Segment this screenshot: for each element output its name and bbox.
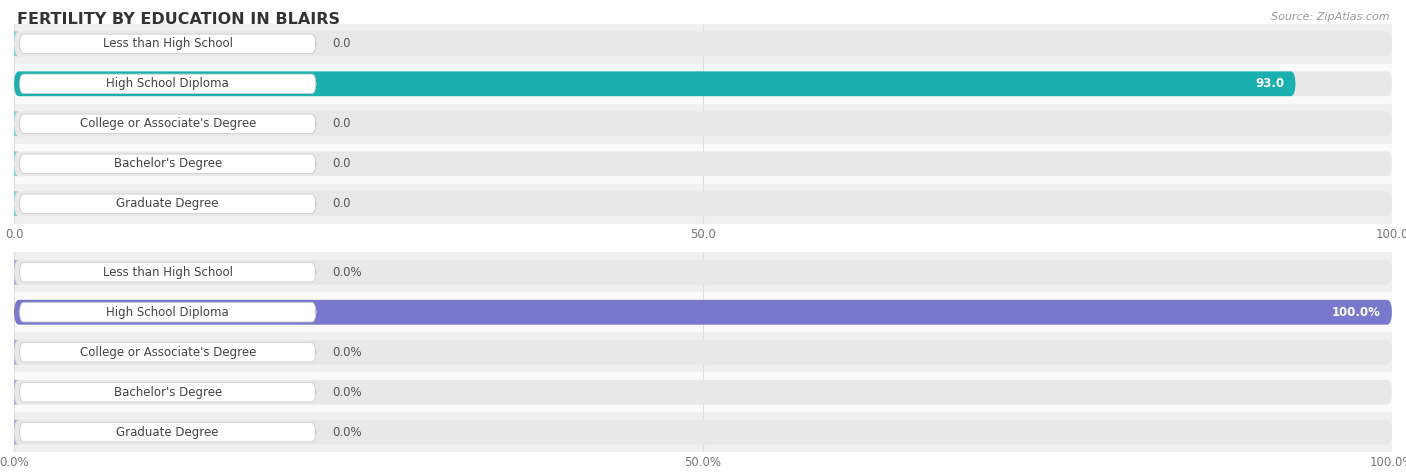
Text: High School Diploma: High School Diploma	[107, 77, 229, 90]
FancyBboxPatch shape	[10, 380, 18, 405]
FancyBboxPatch shape	[14, 111, 1392, 136]
Text: Source: ZipAtlas.com: Source: ZipAtlas.com	[1271, 12, 1389, 22]
FancyBboxPatch shape	[14, 191, 1392, 216]
Text: Less than High School: Less than High School	[103, 266, 233, 279]
FancyBboxPatch shape	[20, 114, 316, 133]
Text: 0.0%: 0.0%	[332, 426, 361, 439]
Text: Less than High School: Less than High School	[103, 37, 233, 50]
Text: 0.0: 0.0	[332, 117, 352, 130]
Text: 0.0%: 0.0%	[332, 346, 361, 359]
Text: Bachelor's Degree: Bachelor's Degree	[114, 386, 222, 399]
FancyBboxPatch shape	[14, 71, 1295, 96]
Text: 100.0%: 100.0%	[1331, 306, 1381, 319]
Bar	[14, 372, 1392, 412]
Text: 0.0: 0.0	[332, 37, 352, 50]
Text: 93.0: 93.0	[1256, 77, 1285, 90]
Bar	[14, 24, 1392, 64]
FancyBboxPatch shape	[20, 34, 316, 53]
Bar	[14, 252, 1392, 292]
FancyBboxPatch shape	[10, 420, 18, 445]
FancyBboxPatch shape	[14, 71, 1392, 96]
Text: Graduate Degree: Graduate Degree	[117, 197, 219, 210]
Text: College or Associate's Degree: College or Associate's Degree	[80, 117, 256, 130]
FancyBboxPatch shape	[14, 300, 1392, 325]
Bar	[14, 64, 1392, 104]
FancyBboxPatch shape	[20, 154, 316, 173]
FancyBboxPatch shape	[14, 380, 1392, 405]
Text: 0.0: 0.0	[332, 197, 352, 210]
FancyBboxPatch shape	[20, 423, 316, 442]
Bar	[14, 332, 1392, 372]
FancyBboxPatch shape	[14, 340, 1392, 365]
Bar	[14, 292, 1392, 332]
FancyBboxPatch shape	[10, 151, 18, 176]
FancyBboxPatch shape	[20, 263, 316, 282]
FancyBboxPatch shape	[10, 111, 18, 136]
Text: Graduate Degree: Graduate Degree	[117, 426, 219, 439]
Text: 0.0: 0.0	[332, 157, 352, 170]
FancyBboxPatch shape	[20, 343, 316, 362]
FancyBboxPatch shape	[10, 260, 18, 285]
Bar	[14, 144, 1392, 184]
FancyBboxPatch shape	[10, 31, 18, 56]
FancyBboxPatch shape	[14, 300, 1392, 325]
FancyBboxPatch shape	[20, 383, 316, 402]
Text: 0.0%: 0.0%	[332, 266, 361, 279]
FancyBboxPatch shape	[20, 194, 316, 213]
Bar	[14, 412, 1392, 452]
Text: College or Associate's Degree: College or Associate's Degree	[80, 346, 256, 359]
FancyBboxPatch shape	[10, 191, 18, 216]
FancyBboxPatch shape	[14, 260, 1392, 285]
FancyBboxPatch shape	[10, 340, 18, 365]
FancyBboxPatch shape	[14, 151, 1392, 176]
Bar	[14, 184, 1392, 224]
FancyBboxPatch shape	[14, 31, 1392, 56]
Text: FERTILITY BY EDUCATION IN BLAIRS: FERTILITY BY EDUCATION IN BLAIRS	[17, 12, 340, 27]
Text: Bachelor's Degree: Bachelor's Degree	[114, 157, 222, 170]
Text: 0.0%: 0.0%	[332, 386, 361, 399]
FancyBboxPatch shape	[20, 303, 316, 322]
FancyBboxPatch shape	[14, 420, 1392, 445]
FancyBboxPatch shape	[20, 74, 316, 93]
Bar	[14, 104, 1392, 144]
Text: High School Diploma: High School Diploma	[107, 306, 229, 319]
